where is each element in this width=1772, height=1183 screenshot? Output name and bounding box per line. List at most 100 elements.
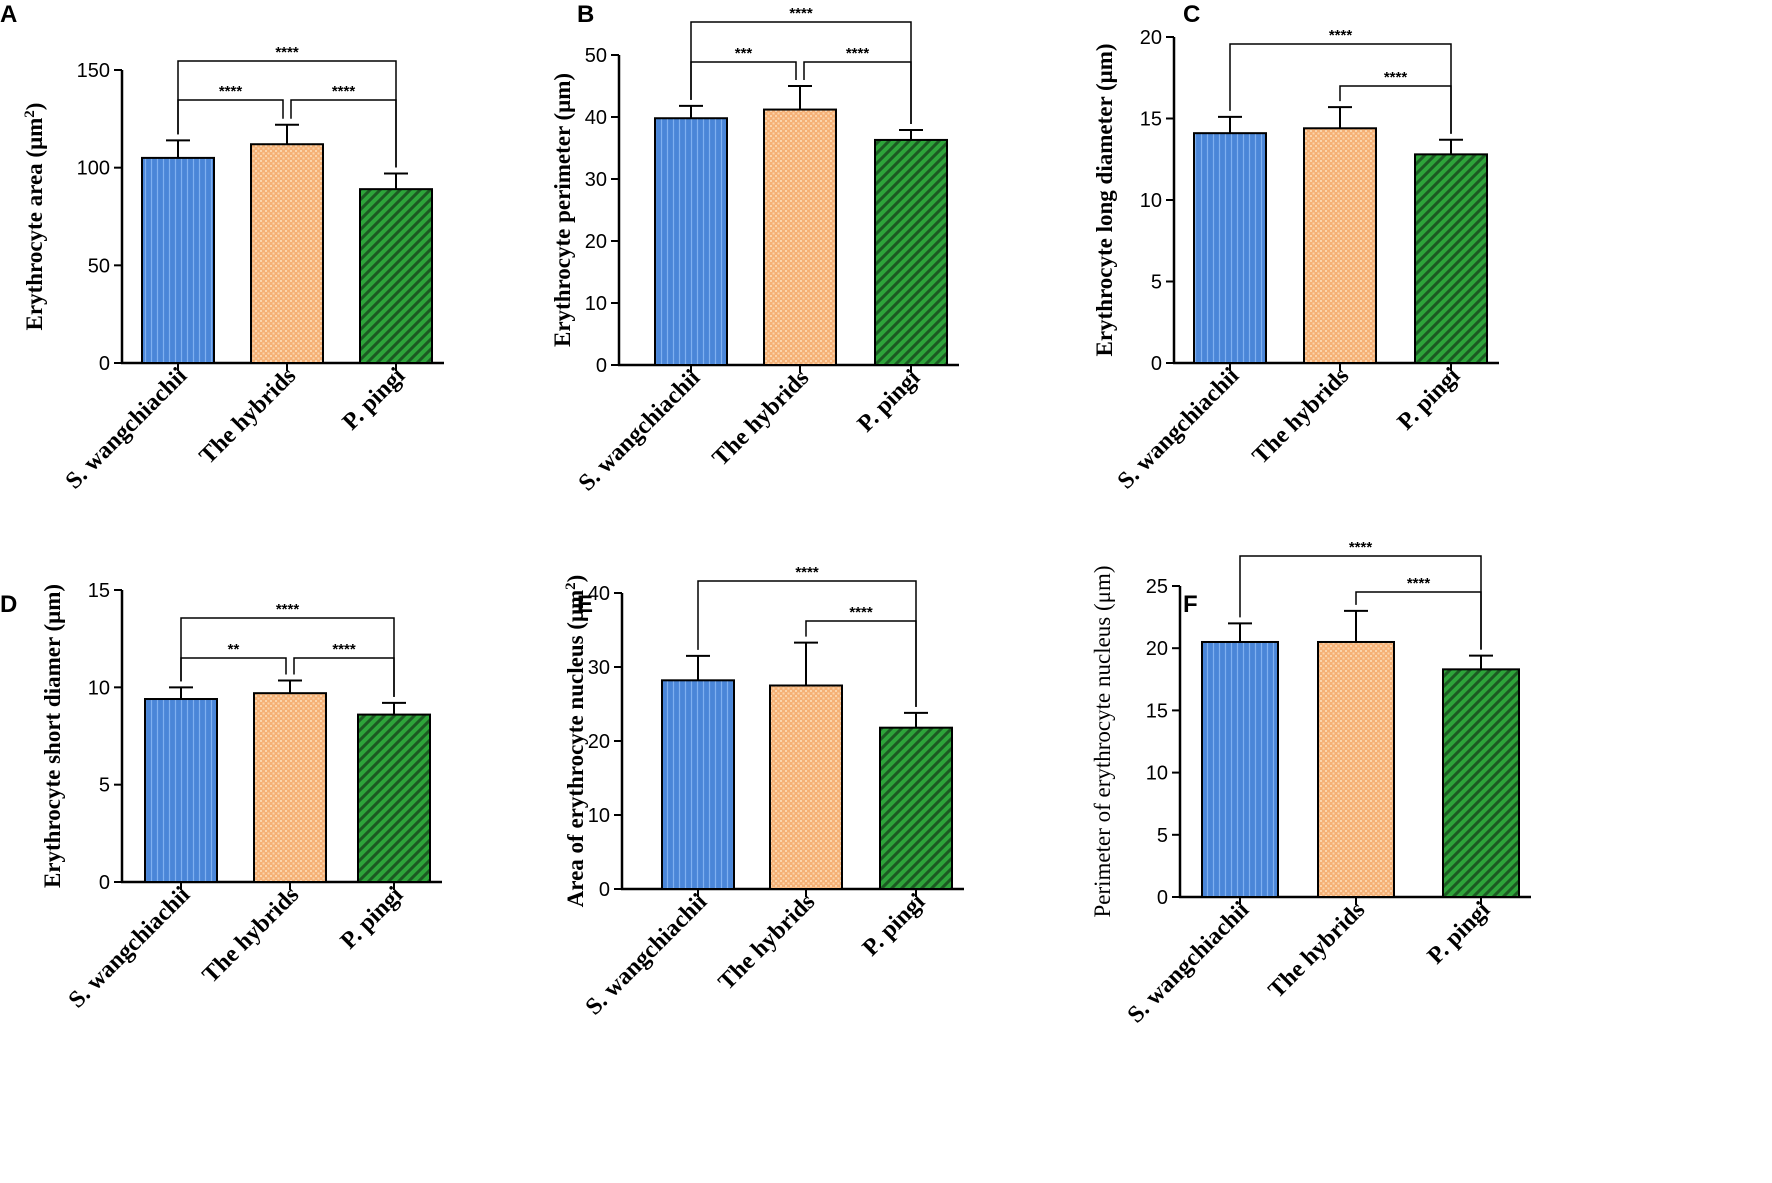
x-tick-label-s-wangchiachii: S. wangchiachii [581,889,713,1021]
y-tick-label: 0 [99,353,110,375]
significance-label: **** [275,44,299,61]
x-tick-label-hybrids: The hybrids [708,365,815,472]
bar-s-wangchiachii [1201,640,1279,898]
bar-hybrids [253,692,327,883]
y-tick-label: 30 [588,657,610,679]
bar-s-wangchiachii [144,698,218,883]
significance-label: ** [228,641,240,658]
significance-bracket [293,657,395,697]
bar-hybrids [763,108,837,366]
y-tick-label: 10 [1146,763,1168,785]
significance-label: **** [846,45,870,62]
x-tick-label-p-pingi: P. pingi [853,365,926,438]
significance-label: **** [1384,69,1408,86]
y-tick-label: 100 [77,158,110,180]
significance-label: **** [219,83,243,100]
panel-d: D Erythrocyte short diamer (μm) 0 5 10 15 S.… [0,580,442,1013]
y-tick-label: 15 [1140,109,1162,131]
panel-letter-a: A [0,1,17,28]
panel-letter-e: E [577,591,593,618]
y-tick-label: 5 [99,775,110,797]
y-tick-label: 15 [88,580,110,602]
panel-e: E Area of erythrocyte nucleus (μm2) 0 10 2… [563,564,964,1020]
significance-label: **** [332,641,356,658]
y-tick-label: 40 [588,583,610,605]
bar-s-wangchiachii [654,117,728,366]
significance-bracket [1339,85,1452,134]
x-tick-label-hybrids: The hybrids [1248,363,1355,470]
significance-label: **** [849,604,873,621]
y-tick-label: 10 [588,805,610,827]
y-tick-label: 0 [599,879,610,901]
significance-label: **** [789,5,813,22]
y-tick-label: 0 [99,872,110,894]
x-tick-label-s-wangchiachii: S. wangchiachii [61,363,193,495]
y-tick-label: 10 [1140,190,1162,212]
significance-bracket [697,580,917,707]
panel-letter-c: C [1183,1,1200,28]
significance-bracket [180,657,287,682]
panel-b: B Erythrocyte perimeter (μm) 0 10 20 30 40 50… [550,1,959,496]
significance-bracket [1239,555,1482,650]
plot-area-d: 0 5 10 15 S. wangchiachii The hybrids P. pingi… [64,580,442,1013]
significance-bracket [1229,43,1452,134]
significance-label: **** [332,83,356,100]
x-tick-label-p-pingi: P. pingi [1423,897,1496,970]
y-tick-label: 5 [1151,272,1162,294]
y-tick-label: 150 [77,60,110,82]
x-tick-label-hybrids: The hybrids [198,882,305,989]
y-tick-label: 0 [1151,353,1162,375]
y-tick-label: 50 [585,45,607,67]
y-tick-label: 25 [1146,576,1168,598]
x-tick-label-p-pingi: P. pingi [338,363,411,436]
y-axis-label-d: Erythrocyte short diamer (μm) [40,584,65,888]
significance-bracket [177,60,397,168]
panel-c: C Erythrocyte long diameter (μm) 0 5 10 15 2… [1092,1,1499,494]
panel-letter-f: F [1183,591,1198,618]
plot-area-b: 0 10 20 30 40 50 S. wangchiachii The hybrids P. … [574,5,959,496]
bar-p-pingi [879,726,953,890]
bar-hybrids [769,684,843,890]
y-tick-label: 20 [585,231,607,253]
x-tick-label-hybrids: The hybrids [714,889,821,996]
x-tick-label-p-pingi: P. pingi [1393,363,1466,436]
bar-hybrids [1317,640,1395,898]
y-axis-label-c: Erythrocyte long diameter (μm) [1092,43,1117,356]
bar-hybrids [1303,127,1377,364]
significance-label: **** [1349,539,1373,556]
significance-label: **** [1329,27,1353,44]
x-tick-label-s-wangchiachii: S. wangchiachii [1123,897,1255,1029]
significance-label: **** [1407,575,1431,592]
y-tick-label: 0 [596,355,607,377]
panel-letter-b: B [577,1,594,28]
bar-s-wangchiachii [141,156,215,364]
y-tick-label: 30 [585,169,607,191]
significance-bracket [690,61,797,100]
x-tick-label-hybrids: The hybrids [1264,897,1371,1004]
bar-s-wangchiachii [1193,132,1267,364]
plot-area-e: 0 10 20 30 40 S. wangchiachii The hybrids P. pi… [581,564,964,1020]
x-tick-label-s-wangchiachii: S. wangchiachii [1113,363,1245,495]
y-tick-label: 50 [88,255,110,277]
panel-letter-d: D [0,591,17,618]
bar-p-pingi [874,138,948,366]
y-tick-label: 10 [88,677,110,699]
plot-area-c: 0 5 10 15 20 S. wangchiachii The hybrids P. pin… [1113,27,1499,494]
y-axis-label-b: Erythrocyte perimeter (μm) [550,73,575,347]
y-tick-label: 15 [1146,700,1168,722]
y-tick-label: 20 [1146,638,1168,660]
significance-label: **** [795,564,819,581]
y-tick-label: 20 [588,731,610,753]
y-tick-label: 20 [1140,27,1162,49]
plot-area-a: 0 50 100 150 S. wangchiachii The hybrids P. pi… [61,44,444,494]
bar-hybrids [250,143,324,364]
bar-p-pingi [357,713,431,883]
bar-p-pingi [1442,668,1520,899]
significance-bracket [177,99,284,135]
x-tick-label-p-pingi: P. pingi [858,889,931,962]
significance-label: *** [735,45,753,62]
x-tick-label-s-wangchiachii: S. wangchiachii [64,882,196,1014]
y-axis-label-e: Area of erythrocyte nucleus (μm2) [563,575,588,908]
significance-bracket [180,617,395,697]
